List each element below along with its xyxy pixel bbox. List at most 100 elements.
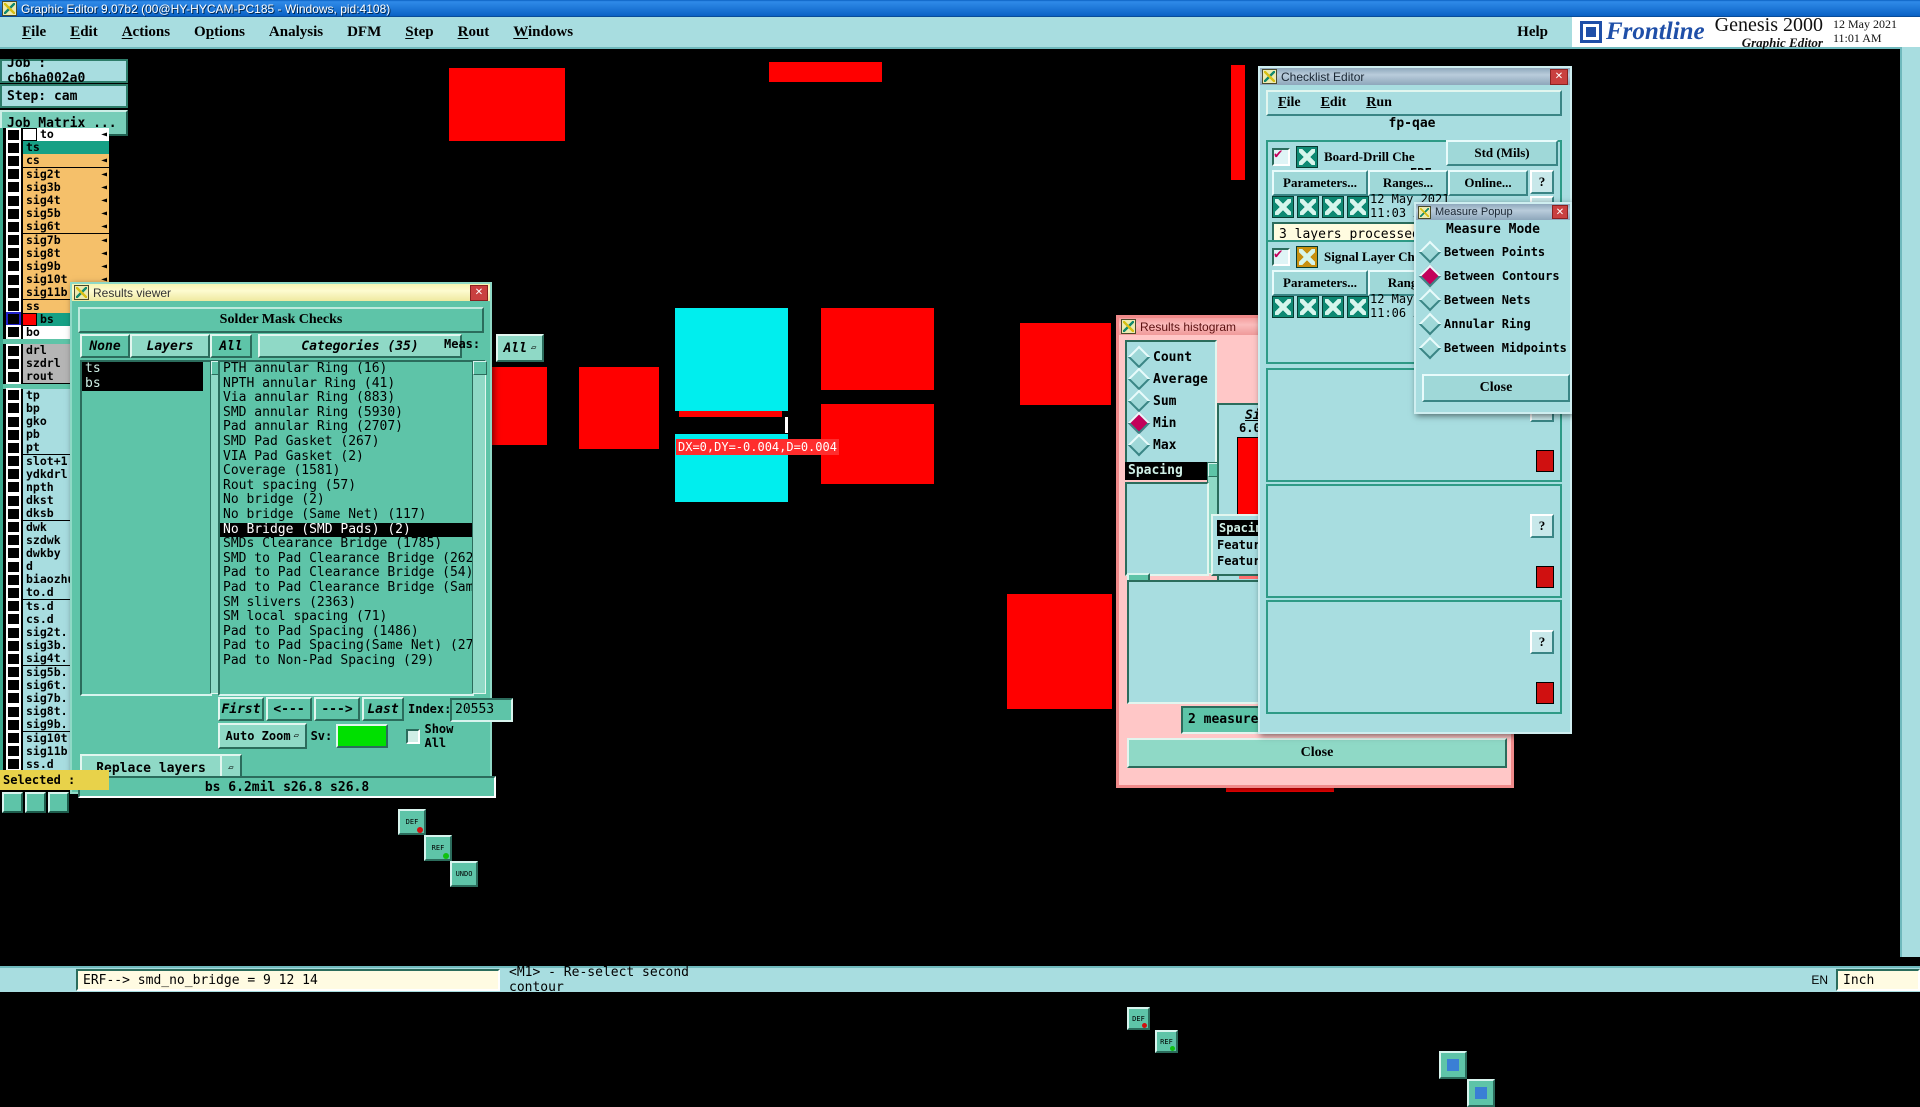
radio-icon[interactable] [1418,240,1442,264]
first-button[interactable]: First [218,697,264,721]
histogram-mode-count[interactable]: Count [1127,345,1215,369]
close-icon-3[interactable]: ✕ [1552,205,1568,219]
rv-category-item[interactable]: Pad to Pad Clearance Bridge (Same [223,579,474,595]
layer-visibility-checkbox[interactable] [6,585,21,600]
layer-visibility-checkbox[interactable] [6,559,21,574]
pad-shape[interactable] [769,62,882,82]
layer-row-ts[interactable]: ts [3,140,109,155]
rv-layer-item[interactable]: bs [82,376,203,392]
rv-category-item[interactable]: Pad annular Ring (2707) [223,419,404,435]
layer-row-cs[interactable]: cs ◄ [3,153,109,168]
feature-box[interactable]: Spacing [1125,462,1208,480]
layer-visibility-checkbox[interactable] [6,731,21,746]
row2-parameters-button[interactable]: Parameters... [1272,270,1368,296]
layer-visibility-checkbox[interactable] [6,206,21,221]
layer-visibility-checkbox[interactable] [6,343,21,358]
menu-rout[interactable]: Rout [457,23,490,40]
run-icon-4[interactable] [1347,196,1369,218]
pad-shape[interactable] [821,404,934,484]
layer-name-label[interactable]: ts [23,141,109,155]
layer-row-sig3b[interactable]: sig3b ◄ [3,180,109,195]
measure-option-between-nets[interactable]: Between Nets [1418,288,1568,312]
layer-select-listbox[interactable]: ts bs [80,360,212,696]
rv-category-item[interactable]: Pad to Pad Clearance Bridge (54) [223,565,474,581]
close-icon-2[interactable]: ✕ [1550,68,1568,85]
menu-step[interactable]: Step [405,23,434,40]
measure-option-annular-ring[interactable]: Annular Ring [1418,312,1568,336]
row1-ranges-button[interactable]: Ranges... [1368,170,1448,196]
rv-category-item[interactable]: Pad to Pad Spacing (1486) [223,623,419,639]
layer-visibility-checkbox[interactable] [6,744,21,759]
layer-visibility-checkbox[interactable] [6,401,21,416]
row1-online-button[interactable]: Online... [1448,170,1528,196]
layer-visibility-checkbox[interactable] [6,388,21,403]
pad-shape[interactable] [1007,594,1112,709]
layer-row-sig7b[interactable]: sig7b ◄ [3,233,109,248]
layer-visibility-checkbox[interactable] [6,625,21,640]
layer-row-to[interactable]: to ◄ [3,128,109,142]
layer-row-sig5b[interactable]: sig5b ◄ [3,206,109,221]
radio-icon[interactable] [1127,411,1151,435]
pad-shape[interactable] [1020,323,1111,405]
row1-parameters-button[interactable]: Parameters... [1272,170,1368,196]
layer-name-label[interactable]: sig4t ◄ [23,194,109,208]
layer-visibility-checkbox[interactable] [6,369,21,384]
layer-visibility-checkbox[interactable] [6,678,21,693]
layer-visibility-checkbox[interactable] [6,704,21,719]
next-button[interactable]: ---> [314,697,360,721]
pad-shape[interactable] [449,68,565,141]
index-value[interactable]: 20553 [450,698,513,722]
layer-visibility-checkbox[interactable] [6,665,21,680]
rv-category-item[interactable]: No bridge (2) [223,492,325,508]
row1-enable-checkbox[interactable] [1272,146,1290,166]
hist-export-button[interactable] [1467,1079,1495,1107]
show-all-checkbox[interactable] [405,728,421,744]
layer-name-label[interactable]: sig3b ◄ [23,180,109,194]
layer-row-sig4t[interactable]: sig4t ◄ [3,193,109,208]
run-icon-3[interactable] [1322,196,1344,218]
step-name-field[interactable]: Step: cam [0,84,128,108]
layer-row-sig9b[interactable]: sig9b ◄ [3,259,109,274]
menu-edit[interactable]: Edit [70,23,98,40]
rv-category-item[interactable]: Rout spacing (57) [223,477,357,493]
checklist-menu-edit[interactable]: Edit [1320,95,1347,110]
layer-visibility-checkbox[interactable] [6,259,21,274]
checklist-menu-run[interactable]: Run [1366,95,1392,110]
rv-category-item[interactable]: No Bridge (SMD Pads) (2) [220,522,472,538]
layer-visibility-checkbox[interactable] [6,493,21,508]
histogram-mode-sum[interactable]: Sum [1127,389,1215,413]
layer-visibility-checkbox[interactable] [6,356,21,371]
tool-grid-icon[interactable] [25,792,46,813]
layer-row-sig6t[interactable]: sig6t ◄ [3,219,109,234]
category-scrollbar[interactable] [472,360,487,694]
results-viewer-dialog[interactable]: Results viewer ✕ Solder Mask Checks None… [70,282,544,887]
layer-row-sig2t[interactable]: sig2t ◄ [3,167,109,182]
rv-category-item[interactable]: SM slivers (2363) [223,594,357,610]
layer-row-sig8t[interactable]: sig8t ◄ [3,246,109,261]
pad-shape[interactable] [1231,65,1245,180]
row1-erf-value[interactable]: Std (Mils) [1446,140,1558,166]
layer-visibility-checkbox[interactable] [6,285,21,300]
layer-visibility-checkbox[interactable] [6,414,21,429]
menu-actions[interactable]: Actions [121,23,171,40]
layer-visibility-checkbox[interactable] [6,467,21,482]
layer-visibility-checkbox[interactable] [6,128,21,142]
layer-visibility-checkbox[interactable] [6,480,21,495]
tool-select-icon[interactable] [48,792,69,813]
layer-visibility-checkbox[interactable] [6,533,21,548]
rv-category-item[interactable]: Pad to Non-Pad Spacing (29) [223,652,435,668]
hist-ref-button-2[interactable]: REF [1155,1030,1178,1053]
radio-icon[interactable] [1127,433,1151,457]
undo-button[interactable]: UNDO [450,861,478,887]
radio-icon[interactable] [1127,367,1151,391]
row5-help-icon[interactable]: ? [1530,630,1554,654]
layer-visibility-checkbox[interactable] [6,219,21,234]
layer-list[interactable]: to ◄ ts cs ◄ sig2t ◄ sig3b ◄ sig4t ◄ sig5b ◄ sig6t ◄ si… [0,128,109,778]
layer-name-label[interactable]: sig8t ◄ [23,246,109,260]
menu-analysis[interactable]: Analysis [268,23,324,40]
layer-visibility-checkbox[interactable] [6,454,21,469]
prev-button[interactable]: <--- [266,697,312,721]
layers-button[interactable]: Layers [130,334,210,358]
layer-visibility-checkbox[interactable] [6,180,21,195]
row1-help-icon[interactable]: ? [1530,170,1554,194]
